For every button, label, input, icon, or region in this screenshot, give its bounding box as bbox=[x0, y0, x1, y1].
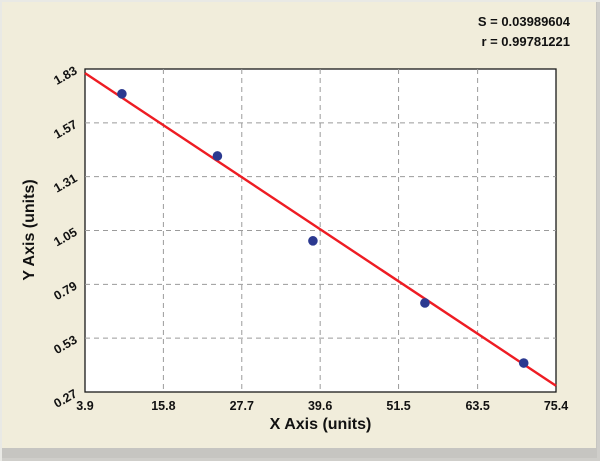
x-tick-label: 27.7 bbox=[230, 399, 254, 413]
data-point bbox=[518, 358, 529, 368]
data-point bbox=[212, 151, 223, 161]
fit-line bbox=[84, 72, 557, 387]
x-tick-label: 15.8 bbox=[151, 399, 175, 413]
fit-stats-block: S = 0.03989604 r = 0.99781221 bbox=[478, 12, 570, 52]
y-axis-title: Y Axis (units) bbox=[21, 179, 38, 281]
y-tick-label: 1.83 bbox=[51, 63, 79, 87]
data-point bbox=[420, 298, 430, 308]
x-tick-label: 3.9 bbox=[76, 399, 93, 413]
data-point bbox=[308, 236, 318, 246]
x-tick-label: 39.6 bbox=[308, 399, 332, 413]
stat-standard-error: S = 0.03989604 bbox=[477, 14, 570, 29]
x-tick-label: 51.5 bbox=[386, 399, 410, 413]
y-tick-label: 1.57 bbox=[51, 117, 79, 141]
x-tick-label: 63.5 bbox=[465, 399, 489, 413]
y-tick-label: 0.79 bbox=[51, 279, 79, 303]
y-tick-label: 1.05 bbox=[51, 225, 79, 249]
y-tick-label: 0.27 bbox=[51, 386, 79, 410]
data-point bbox=[117, 89, 127, 99]
x-tick-label: 75.4 bbox=[544, 399, 568, 413]
y-tick-label: 0.53 bbox=[51, 333, 79, 357]
x-axis-title: X Axis (units) bbox=[269, 416, 372, 433]
stat-correlation: r = 0.99781221 bbox=[481, 34, 570, 49]
y-tick-label: 1.31 bbox=[51, 171, 79, 195]
